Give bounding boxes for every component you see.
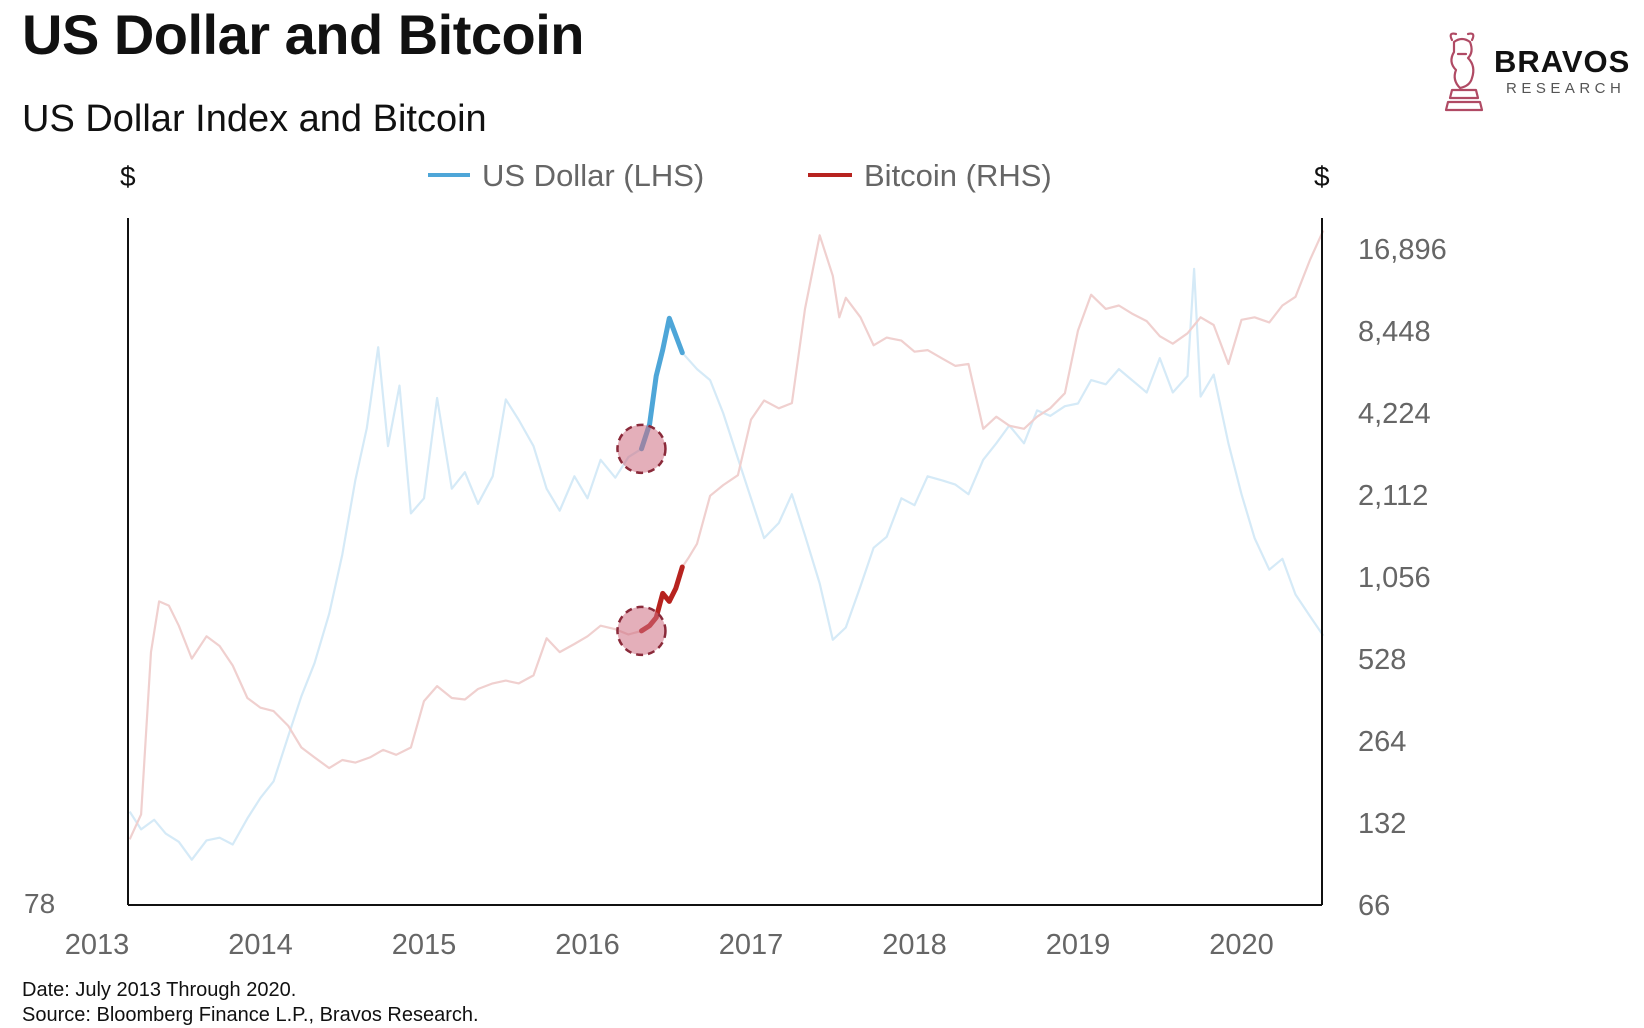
x-tick-label: 2020 [1209,929,1274,961]
bull-knight-icon [1444,32,1484,112]
series-layer [128,230,1325,861]
chart-title: US Dollar Index and Bitcoin [22,98,487,140]
series-line-faded-1 [128,230,1325,840]
legend-label-btc: Bitcoin (RHS) [864,158,1052,193]
right-tick-label: 16,896 [1358,234,1447,266]
brand-logo: BRAVOS RESEARCH [1438,30,1638,114]
right-tick-label: 132 [1358,808,1406,840]
right-tick-label: 4,224 [1358,398,1431,430]
right-tick-label: 2,112 [1358,480,1428,512]
x-tick-label: 2015 [392,929,457,961]
highlight-marker [616,605,667,657]
axes: 2013 2014 2015 2016 2017 2018 2019 2020 16,896 8,… [65,218,1447,961]
footer-date: Date: July 2013 Through 2020. [22,979,297,1001]
footer-source: Source: Bloomberg Finance L.P., Bravos R… [22,1004,479,1026]
page-title: US Dollar and Bitcoin [22,3,585,66]
x-tick-label: 2017 [719,929,784,961]
right-tick-label: 66 [1358,890,1390,922]
x-tick-label: 2018 [882,929,947,961]
legend-label-usd: US Dollar (LHS) [482,158,704,193]
x-tick-label: 2014 [228,929,293,961]
left-axis-unit: $ [120,161,136,192]
x-tick-label: 2019 [1046,929,1111,961]
x-tick-label: 2016 [555,929,620,961]
x-tick-label: 2013 [65,929,130,961]
series-line-faded-0 [128,267,1325,861]
logo-name: BRAVOS [1494,44,1631,79]
chart: US Dollar (LHS) Bitcoin (RHS) $ $ 78 201… [24,158,1447,961]
highlight-marker [616,423,667,475]
right-tick-label: 1,056 [1358,562,1431,594]
logo-subtitle: RESEARCH [1506,80,1626,97]
right-tick-label: 264 [1358,726,1406,758]
right-tick-label: 528 [1358,644,1406,676]
right-tick-label: 8,448 [1358,316,1431,348]
right-axis-unit: $ [1314,161,1330,192]
left-axis-tick: 78 [24,888,55,919]
legend: US Dollar (LHS) Bitcoin (RHS) [428,158,1052,193]
